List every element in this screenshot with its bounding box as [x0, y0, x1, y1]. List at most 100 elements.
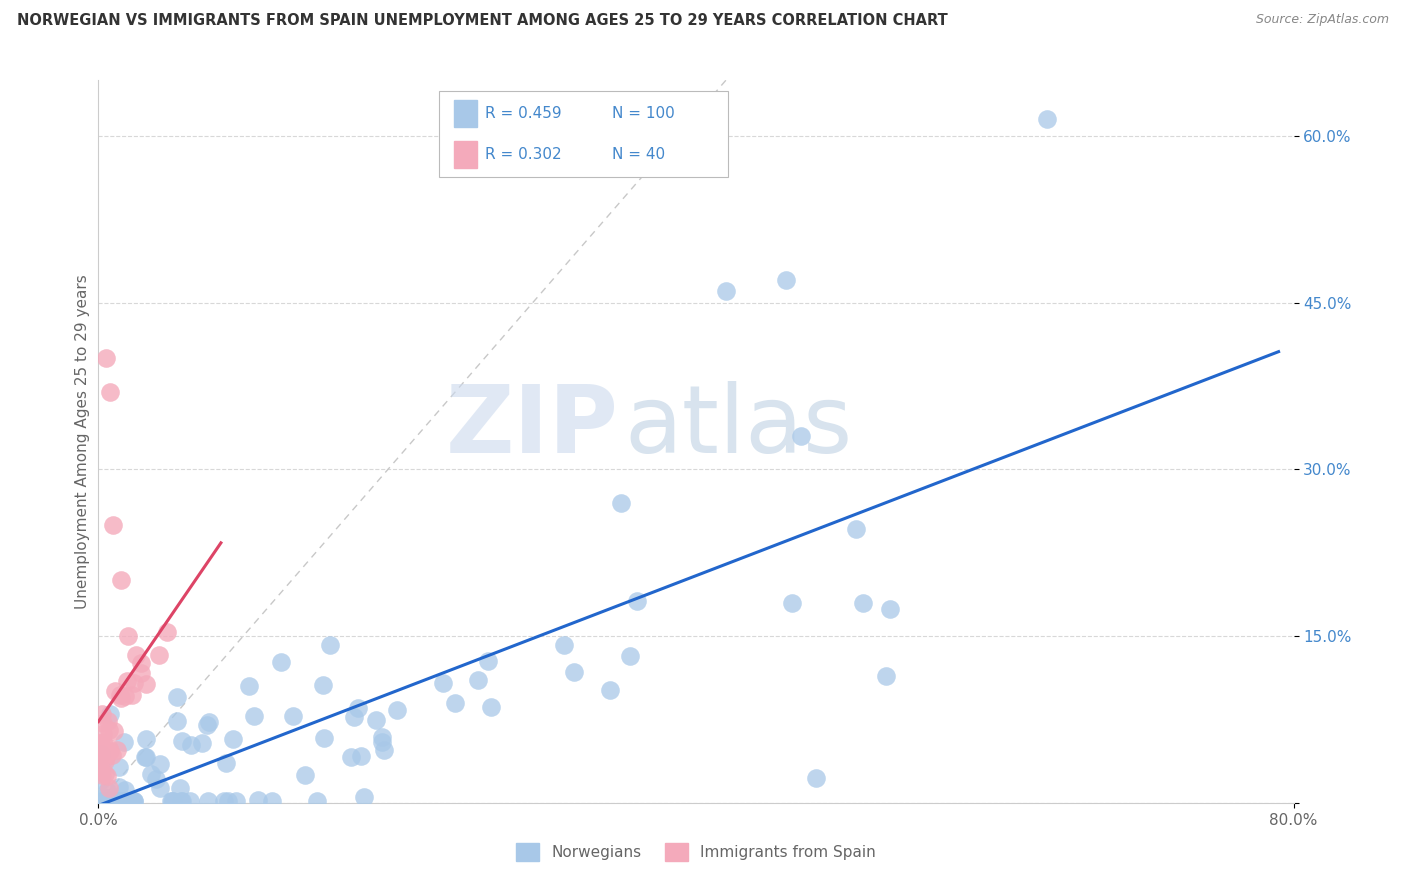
Point: [845, 522, 868, 536]
Point: [94, 750, 117, 764]
Point: [124, 794, 146, 808]
Point: [156, 625, 179, 640]
Point: [166, 714, 188, 729]
Point: [105, 794, 128, 808]
Point: [94, 767, 117, 781]
Point: [875, 669, 897, 683]
Point: [103, 517, 125, 532]
Point: [852, 596, 875, 610]
Point: [610, 496, 633, 510]
Point: [98, 744, 121, 758]
Point: [94, 794, 117, 808]
Point: [91, 727, 114, 741]
Point: [111, 794, 134, 808]
Point: [879, 602, 901, 616]
Point: [101, 747, 124, 762]
Legend: Norwegians, Immigrants from Spain: Norwegians, Immigrants from Spain: [510, 837, 882, 867]
Text: R = 0.459: R = 0.459: [485, 106, 561, 120]
Point: [94, 351, 117, 366]
Point: [98, 741, 121, 756]
Point: [104, 684, 127, 698]
Y-axis label: Unemployment Among Ages 25 to 29 years: Unemployment Among Ages 25 to 29 years: [75, 274, 90, 609]
Point: [371, 735, 394, 749]
Point: [90, 772, 112, 787]
Point: [114, 782, 136, 797]
Point: [242, 709, 264, 723]
Point: [97, 714, 120, 728]
Point: [90, 768, 112, 782]
Point: [467, 673, 489, 687]
Point: [432, 676, 454, 690]
Point: [114, 690, 136, 704]
Point: [121, 689, 143, 703]
Point: [160, 794, 183, 808]
Point: [97, 723, 120, 738]
Point: [312, 731, 335, 745]
Point: [120, 794, 142, 808]
Point: [172, 734, 194, 748]
Point: [98, 794, 121, 808]
Point: [89, 749, 111, 764]
Point: [96, 769, 118, 783]
Point: [135, 731, 157, 746]
Point: [108, 760, 131, 774]
Point: [1036, 112, 1059, 127]
Point: [214, 794, 236, 808]
Point: [225, 794, 247, 808]
Point: [166, 690, 188, 704]
Point: [90, 739, 112, 754]
Point: [149, 780, 172, 795]
Point: [124, 675, 146, 690]
Point: [117, 794, 139, 808]
Point: [477, 654, 499, 668]
Point: [96, 783, 118, 797]
Point: [125, 648, 148, 663]
Point: [134, 750, 156, 764]
Text: N = 100: N = 100: [612, 106, 675, 120]
Point: [294, 767, 316, 781]
Point: [91, 735, 114, 749]
Point: [90, 747, 112, 761]
Point: [191, 736, 214, 750]
Point: [195, 717, 218, 731]
Point: [121, 794, 143, 808]
Point: [350, 748, 373, 763]
Point: [197, 794, 219, 808]
Point: [107, 794, 129, 808]
Point: [120, 794, 142, 808]
Point: [94, 754, 117, 768]
Text: atlas: atlas: [624, 381, 852, 473]
Point: [318, 639, 340, 653]
Point: [97, 794, 120, 808]
Point: [385, 703, 408, 717]
Point: [98, 706, 121, 721]
Text: N = 40: N = 40: [612, 147, 665, 161]
Point: [135, 677, 157, 691]
Point: [110, 688, 132, 702]
Point: [247, 793, 270, 807]
Point: [162, 794, 184, 808]
Point: [353, 789, 375, 804]
Point: [89, 751, 111, 765]
Point: [270, 656, 292, 670]
Point: [170, 794, 193, 808]
Point: [281, 708, 304, 723]
Point: [215, 756, 238, 771]
Point: [117, 629, 139, 643]
Point: [110, 574, 132, 588]
Point: [443, 696, 465, 710]
Point: [93, 789, 115, 804]
Point: [169, 780, 191, 795]
Point: [118, 794, 141, 808]
Point: [619, 648, 641, 663]
Point: [89, 762, 111, 776]
Point: [122, 794, 145, 808]
Point: [160, 794, 183, 808]
Point: [110, 794, 132, 808]
Point: [145, 772, 167, 787]
Point: [97, 781, 120, 796]
Point: [782, 596, 804, 610]
Text: Source: ZipAtlas.com: Source: ZipAtlas.com: [1256, 13, 1389, 27]
Text: R = 0.302: R = 0.302: [485, 147, 561, 161]
Point: [104, 794, 127, 808]
